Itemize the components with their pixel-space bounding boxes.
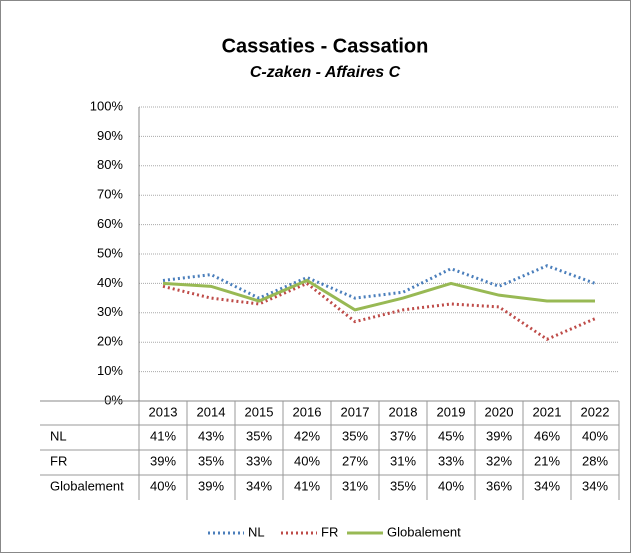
table-cell: 21%: [534, 453, 560, 468]
table-cell: 35%: [342, 428, 368, 443]
table-row-label: FR: [50, 453, 67, 468]
table-cell: 39%: [150, 453, 176, 468]
x-tick-label: 2014: [197, 404, 226, 419]
table-cell: 28%: [582, 453, 608, 468]
chart-title: Cassaties - Cassation: [222, 35, 429, 57]
table-cell: 34%: [534, 478, 560, 493]
x-tick-label: 2015: [245, 404, 274, 419]
series-line: [162, 264, 596, 300]
x-tick-label: 2021: [533, 404, 562, 419]
table-cell: 31%: [390, 453, 416, 468]
series-line: [162, 281, 596, 341]
table-cell: 35%: [246, 428, 272, 443]
table-row-label: Globalement: [50, 478, 124, 493]
legend-label: Globalement: [387, 524, 461, 539]
y-tick-label: 60%: [97, 216, 123, 231]
table-cell: 41%: [150, 428, 176, 443]
x-tick-label: 2019: [437, 404, 466, 419]
table-cell: 32%: [486, 453, 512, 468]
series-line: [162, 278, 595, 312]
table-row-label: NL: [50, 428, 67, 443]
table-cell: 35%: [198, 453, 224, 468]
table-cell: 42%: [294, 428, 320, 443]
y-tick-label: 0%: [104, 392, 123, 407]
table-cell: 40%: [294, 453, 320, 468]
table-cell: 35%: [390, 478, 416, 493]
legend-label: NL: [248, 524, 265, 539]
y-tick-label: 30%: [97, 304, 123, 319]
x-tick-label: 2022: [581, 404, 610, 419]
y-tick-label: 100%: [90, 98, 124, 113]
y-tick-label: 80%: [97, 157, 123, 172]
y-tick-label: 50%: [97, 245, 123, 260]
table-cell: 40%: [582, 428, 608, 443]
table-cell: 33%: [438, 453, 464, 468]
y-tick-label: 70%: [97, 187, 123, 202]
table-cell: 34%: [582, 478, 608, 493]
table-cell: 40%: [438, 478, 464, 493]
table-cell: 27%: [342, 453, 368, 468]
table-cell: 46%: [534, 428, 560, 443]
table-cell: 43%: [198, 428, 224, 443]
table-cell: 34%: [246, 478, 272, 493]
y-tick-label: 10%: [97, 363, 123, 378]
chart-subtitle: C-zaken - Affaires C: [250, 64, 401, 81]
table-cell: 39%: [198, 478, 224, 493]
x-tick-label: 2016: [293, 404, 322, 419]
y-tick-label: 90%: [97, 128, 123, 143]
x-tick-label: 2020: [485, 404, 514, 419]
table-cell: 45%: [438, 428, 464, 443]
x-tick-label: 2018: [389, 404, 418, 419]
table-cell: 39%: [486, 428, 512, 443]
y-tick-label: 20%: [97, 334, 123, 349]
x-tick-label: 2017: [341, 404, 370, 419]
table-cell: 31%: [342, 478, 368, 493]
legend-label: FR: [321, 524, 338, 539]
table-cell: 36%: [486, 478, 512, 493]
table-cell: 37%: [390, 428, 416, 443]
y-tick-label: 40%: [97, 275, 123, 290]
table-cell: 33%: [246, 453, 272, 468]
table-cell: 40%: [150, 478, 176, 493]
x-tick-label: 2013: [149, 404, 178, 419]
table-cell: 41%: [294, 478, 320, 493]
